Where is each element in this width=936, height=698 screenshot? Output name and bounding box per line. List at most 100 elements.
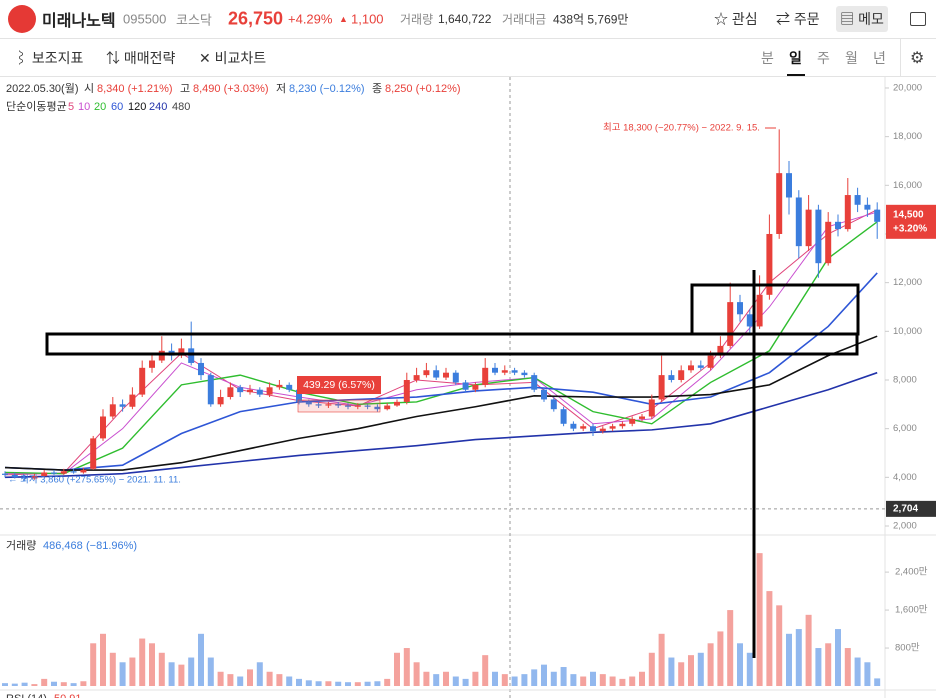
volume-bar [550, 671, 557, 686]
candle-body [492, 367, 498, 373]
watch-button[interactable]: ☆ 관심 [714, 11, 758, 27]
ma-legend-item: 5 [68, 101, 74, 113]
candle-body [874, 209, 881, 222]
volume-bar [668, 657, 675, 686]
compare-button[interactable]: ✕ 비교차트 [199, 49, 267, 66]
candle-body [266, 387, 273, 395]
candle-body [511, 370, 518, 373]
volume-bar [433, 674, 440, 686]
volume-bar [207, 657, 214, 686]
order-button[interactable]: ⇄ 주문 [776, 11, 820, 27]
candle-body [149, 360, 155, 368]
candle-body [776, 173, 783, 234]
panel-toggle[interactable] [910, 12, 926, 26]
candle-body [619, 423, 626, 427]
volume-bar [492, 671, 498, 686]
ma-legend-label: 단순이동평균 [6, 100, 67, 113]
info-label: 고 [180, 83, 190, 95]
last-price-label: 14,500 [893, 209, 924, 220]
volume-bar [658, 633, 665, 686]
volume-bar [325, 681, 332, 686]
candle-body [472, 384, 479, 390]
info-label: 저 [276, 82, 286, 95]
amount-label: 거래대금 [502, 12, 547, 27]
moving-average [4, 209, 878, 476]
strategy-text: 매매전략 [123, 49, 176, 66]
y-tick-label: 12,000 [893, 277, 922, 288]
volume-bar [315, 681, 322, 686]
volume-bar [335, 681, 342, 686]
moving-average [4, 221, 878, 475]
compare-text: 비교차트 [214, 49, 267, 66]
period-tab[interactable]: 분 [761, 49, 774, 66]
volume-bar [168, 662, 175, 686]
volume-legend-value: 486,468 [43, 540, 83, 552]
volume-bar [305, 680, 312, 686]
period-tab[interactable]: 일 [789, 49, 802, 66]
candle-body [639, 416, 645, 419]
strategy-button[interactable]: ⇅ 매매전략 [106, 49, 176, 66]
candle-body [394, 401, 400, 406]
candle-body [550, 399, 557, 410]
candle-body [11, 474, 18, 478]
info-value: 8,230 (−0.12%) [289, 83, 365, 95]
memo-button[interactable]: ▤ 메모 [836, 6, 888, 32]
change: 1,100 [351, 11, 384, 27]
volume-bar [296, 678, 302, 686]
candle-body [21, 477, 28, 479]
candle-body [825, 221, 832, 264]
volume-bar [403, 648, 410, 686]
volume-bar [51, 681, 57, 686]
candle-body [247, 389, 253, 393]
settings-button[interactable]: ⚙ [910, 49, 925, 67]
volume-bar [462, 678, 469, 686]
candle-body [158, 350, 165, 361]
volume-bar [756, 553, 763, 686]
candle-body [795, 197, 802, 247]
candle-body [609, 426, 616, 429]
volume-bar [501, 674, 508, 686]
volume-bar [511, 676, 518, 686]
volume-bar [590, 671, 596, 686]
candle-body [501, 370, 508, 373]
volume-bar [746, 652, 753, 686]
last-price-change: +3.20% [893, 223, 927, 234]
candle-body [335, 404, 342, 406]
moving-average [4, 371, 878, 479]
candle-body [599, 428, 606, 432]
volume-bar [178, 664, 185, 686]
ma-legend-item: 10 [78, 101, 90, 113]
period-tab[interactable]: 주 [817, 49, 830, 66]
candle-body [590, 426, 596, 432]
candle-body [815, 209, 822, 264]
volume-bar [854, 657, 861, 686]
volume-bar [70, 683, 77, 686]
candle-body [580, 426, 587, 429]
candle-body [462, 382, 469, 390]
candle-body [119, 404, 126, 407]
volume-bar [541, 664, 547, 686]
candle-body [629, 418, 636, 424]
period-tab[interactable]: 년 [873, 49, 886, 66]
market: 코스닥 [176, 12, 212, 28]
crosshair-tag [886, 500, 936, 517]
separator [900, 39, 901, 77]
volume-bar [482, 655, 489, 686]
volume-bar [21, 682, 28, 686]
candle-body [296, 389, 302, 402]
y-tick-label: 10,000 [893, 326, 922, 337]
candle-body [325, 404, 332, 406]
candle-body [139, 367, 146, 395]
candle-body [844, 195, 851, 230]
measure-tag [297, 376, 381, 394]
measure-range [297, 399, 381, 413]
measure-label: 439.29 (6.57%) [303, 379, 375, 391]
volume-bar [825, 643, 832, 686]
period-tab[interactable]: 월 [845, 49, 858, 66]
volume-bar [639, 671, 645, 686]
indicator-button[interactable]: ⌇ 보조지표 [14, 49, 84, 66]
candle-body [864, 204, 871, 210]
candle-body [854, 195, 861, 205]
volume: 1,640,722 [438, 12, 492, 26]
